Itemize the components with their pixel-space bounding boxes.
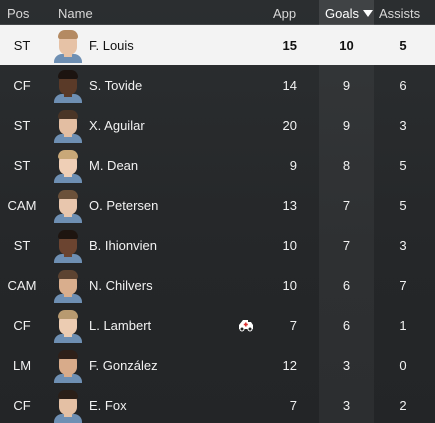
header-goals-label: Goals — [325, 6, 359, 21]
header-pos[interactable]: Pos — [7, 6, 30, 21]
player-name[interactable]: X. Aguilar — [89, 118, 145, 133]
player-goals: 8 — [342, 158, 351, 173]
player-name[interactable]: F. González — [89, 358, 158, 373]
player-portrait — [52, 268, 84, 303]
player-position: ST — [13, 238, 31, 253]
player-assists: 3 — [399, 118, 407, 133]
player-goals: 7 — [342, 198, 351, 213]
table-row[interactable]: CAM O. Petersen 13 7 5 — [0, 185, 435, 225]
player-portrait — [52, 68, 84, 103]
player-appearances: 14 — [282, 78, 297, 93]
table-row[interactable]: CAM N. Chilvers 10 6 7 — [0, 265, 435, 305]
table-row[interactable]: LM F. González 12 3 0 — [0, 345, 435, 385]
table-row[interactable]: ST X. Aguilar 20 9 3 — [0, 105, 435, 145]
player-name[interactable]: L. Lambert — [89, 318, 152, 333]
player-appearances: 20 — [282, 118, 297, 133]
player-position: CAM — [7, 198, 37, 213]
player-assists: 5 — [399, 158, 407, 173]
player-assists: 2 — [399, 398, 407, 413]
player-assists: 7 — [399, 278, 407, 293]
player-position: ST — [13, 118, 31, 133]
table-row[interactable]: ST M. Dean 9 8 5 — [0, 145, 435, 185]
player-position: ST — [13, 158, 31, 173]
player-name[interactable]: M. Dean — [89, 158, 139, 173]
player-appearances: 7 — [289, 318, 297, 333]
player-name[interactable]: S. Tovide — [89, 78, 143, 93]
player-name[interactable]: B. Ihionvien — [89, 238, 157, 253]
player-goals: 10 — [339, 38, 354, 53]
player-position: CF — [13, 318, 31, 333]
player-goals: 9 — [342, 118, 351, 133]
injury-icon — [239, 320, 253, 332]
player-assists: 6 — [399, 78, 407, 93]
table-row[interactable]: CF L. Lambert 7 6 1 — [0, 305, 435, 345]
player-goals: 6 — [342, 318, 351, 333]
table-row[interactable]: ST B. Ihionvien 10 7 3 — [0, 225, 435, 265]
player-goals: 3 — [342, 398, 351, 413]
player-goals: 7 — [342, 238, 351, 253]
player-goals: 3 — [342, 358, 351, 373]
player-position: CF — [13, 398, 31, 413]
player-position: CF — [13, 78, 31, 93]
table-header: Pos Name App Goals Assists — [0, 0, 435, 25]
table-row[interactable]: CF S. Tovide 14 9 6 — [0, 65, 435, 105]
player-assists: 0 — [399, 358, 407, 373]
player-portrait — [52, 388, 84, 423]
player-assists: 5 — [399, 198, 407, 213]
player-portrait — [52, 188, 84, 223]
player-goals: 9 — [342, 78, 351, 93]
player-portrait — [52, 108, 84, 143]
sort-down-icon — [362, 10, 373, 17]
header-app[interactable]: App — [273, 6, 297, 21]
player-name[interactable]: E. Fox — [89, 398, 127, 413]
player-appearances: 12 — [282, 358, 297, 373]
header-goals[interactable]: Goals — [319, 0, 374, 25]
header-name[interactable]: Name — [58, 6, 93, 21]
player-position: ST — [13, 38, 31, 53]
header-assists[interactable]: Assists — [379, 6, 421, 21]
player-position: LM — [12, 358, 32, 373]
table-body: ST F. Louis 15 10 5 CF S. Tovide 14 9 6 … — [0, 25, 435, 423]
player-name[interactable]: F. Louis — [89, 38, 134, 53]
player-appearances: 15 — [282, 38, 297, 53]
player-appearances: 7 — [289, 398, 297, 413]
player-portrait — [52, 148, 84, 183]
player-appearances: 10 — [282, 238, 297, 253]
player-appearances: 10 — [282, 278, 297, 293]
player-appearances: 13 — [282, 198, 297, 213]
player-assists: 1 — [399, 318, 407, 333]
player-assists: 3 — [399, 238, 407, 253]
player-portrait — [52, 348, 84, 383]
player-portrait — [52, 28, 84, 63]
player-position: CAM — [7, 278, 37, 293]
table-row[interactable]: ST F. Louis 15 10 5 — [0, 25, 435, 65]
player-assists: 5 — [399, 38, 407, 53]
player-appearances: 9 — [289, 158, 297, 173]
table-row[interactable]: CF E. Fox 7 3 2 — [0, 385, 435, 423]
player-name[interactable]: O. Petersen — [89, 198, 159, 213]
player-goals: 6 — [342, 278, 351, 293]
player-portrait — [52, 228, 84, 263]
player-portrait — [52, 308, 84, 343]
goals-column-highlight — [319, 25, 374, 423]
player-name[interactable]: N. Chilvers — [89, 278, 153, 293]
